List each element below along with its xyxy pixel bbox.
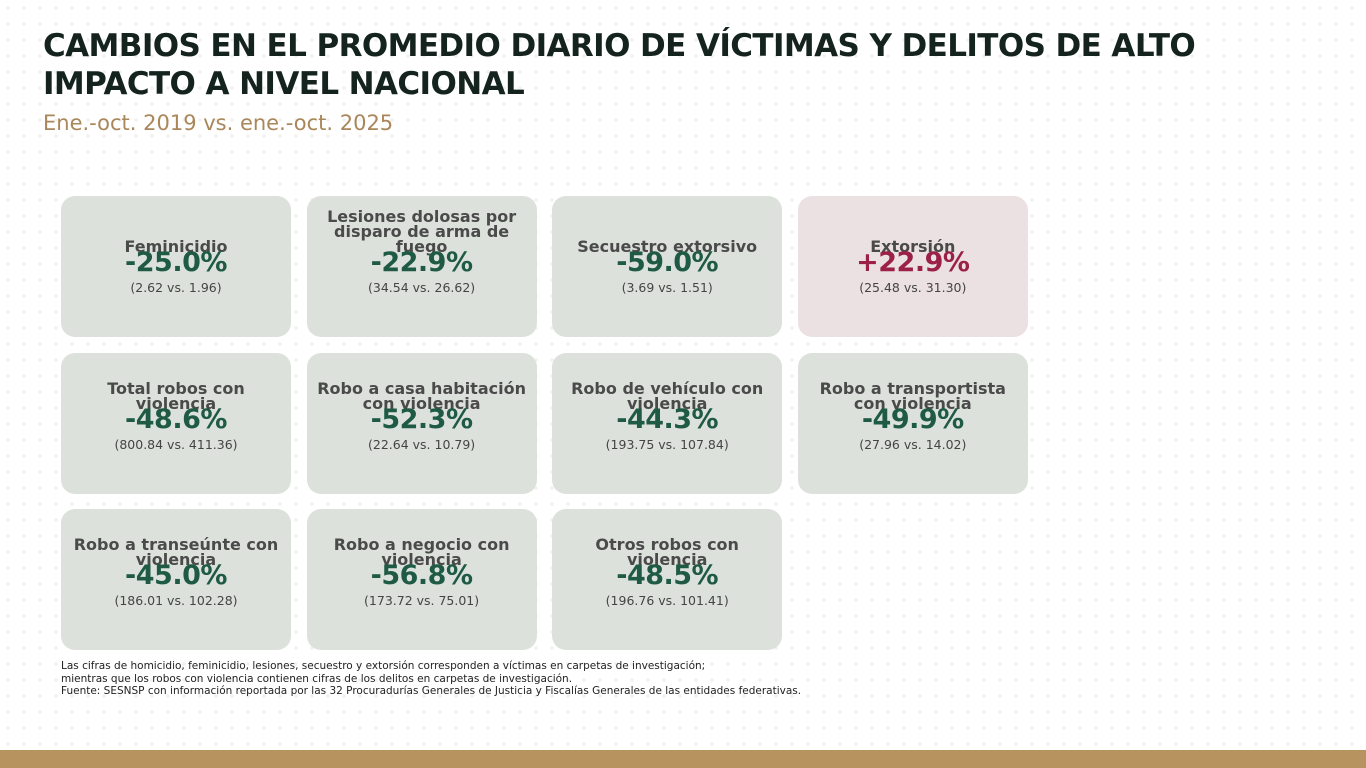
card-value: -22.9% [370, 247, 473, 278]
card-label: Robo de vehículo con violencia [571, 378, 764, 413]
card-robo-transeunte: Robo a transeúnte con violencia -45.0% (… [61, 509, 291, 650]
card-robo-negocio: Robo a negocio con violencia -56.8% (173… [306, 509, 537, 650]
card-compare: (27.96 vs. 14.02) [859, 436, 967, 452]
card-value: -44.3% [616, 403, 719, 435]
card-compare: (25.48 vs. 31.30) [859, 280, 967, 295]
card-robo-vehiculo: Robo de vehículo con violencia -44.3% (1… [552, 352, 783, 494]
card-value: +22.9% [856, 247, 970, 278]
card-compare: (2.62 vs. 1.96) [130, 280, 222, 295]
page-subtitle: Ene.-oct. 2019 vs. ene.-oct. 2025 [43, 111, 394, 135]
card-extorsion: Extorsión +22.9% (25.48 vs. 31.30) [797, 196, 1028, 337]
card-value: -52.3% [370, 403, 473, 435]
card-secuestro-extorsivo: Secuestro extorsivo -59.0% (3.69 vs. 1.5… [552, 196, 783, 337]
footer-accent-bar [0, 750, 1366, 768]
card-label: Feminicidio [124, 237, 228, 256]
card-otros-robos: Otros robos con violencia -48.5% (196.76… [552, 509, 783, 650]
card-label: Robo a transportista con violencia [819, 378, 1006, 413]
card-label: Robo a casa habitación con violencia [317, 378, 526, 413]
card-compare: (800.84 vs. 411.36) [114, 436, 238, 452]
card-compare: (186.01 vs. 102.28) [114, 593, 238, 608]
card-label: Lesiones dolosas por disparo de arma de … [327, 207, 517, 256]
card-feminicidio: Feminicidio -25.0% (2.62 vs. 1.96) [61, 196, 291, 337]
source-note: Fuente: SESNSP con información reportada… [61, 685, 802, 697]
card-label: Total robos con violencia [107, 378, 245, 413]
footnote-line: mientras que los robos con violencia con… [61, 672, 573, 685]
card-value: -59.0% [616, 247, 719, 278]
card-value: -48.5% [616, 560, 719, 591]
page-title: CAMBIOS EN EL PROMEDIO DIARIO DE VÍCTIMA… [43, 28, 1196, 102]
card-label: Extorsión [870, 237, 956, 256]
card-value: -45.0% [125, 560, 227, 591]
card-robo-casa: Robo a casa habitación con violencia -52… [306, 352, 537, 494]
card-value: -25.0% [125, 247, 227, 278]
card-compare: (34.54 vs. 26.62) [368, 280, 476, 295]
card-total-robos: Total robos con violencia -48.6% (800.84… [61, 352, 291, 494]
card-value: -49.9% [861, 403, 964, 435]
card-compare: (22.64 vs. 10.79) [368, 436, 476, 452]
card-value: -48.6% [125, 403, 227, 435]
card-robo-transportista: Robo a transportista con violencia -49.9… [797, 352, 1028, 494]
card-compare: (196.76 vs. 101.41) [605, 593, 729, 608]
card-compare: (173.72 vs. 75.01) [364, 593, 480, 608]
footnote-line: Las cifras de homicidio, feminicidio, le… [61, 660, 706, 672]
card-compare: (3.69 vs. 1.51) [621, 280, 713, 295]
card-label: Robo a transeúnte con violencia [73, 535, 279, 569]
card-lesiones-dolosas: Lesiones dolosas por disparo de arma de … [306, 196, 537, 337]
card-compare: (193.75 vs. 107.84) [605, 436, 729, 452]
footnotes: Las cifras de homicidio, feminicidio, le… [61, 660, 961, 698]
card-value: -56.8% [370, 560, 473, 591]
indicator-grid: Feminicidio -25.0% (2.62 vs. 1.96) Lesio… [61, 196, 1028, 650]
card-label: Secuestro extorsivo [577, 237, 758, 256]
card-label: Robo a negocio con violencia [333, 535, 510, 569]
card-label: Otros robos con violencia [595, 535, 739, 569]
